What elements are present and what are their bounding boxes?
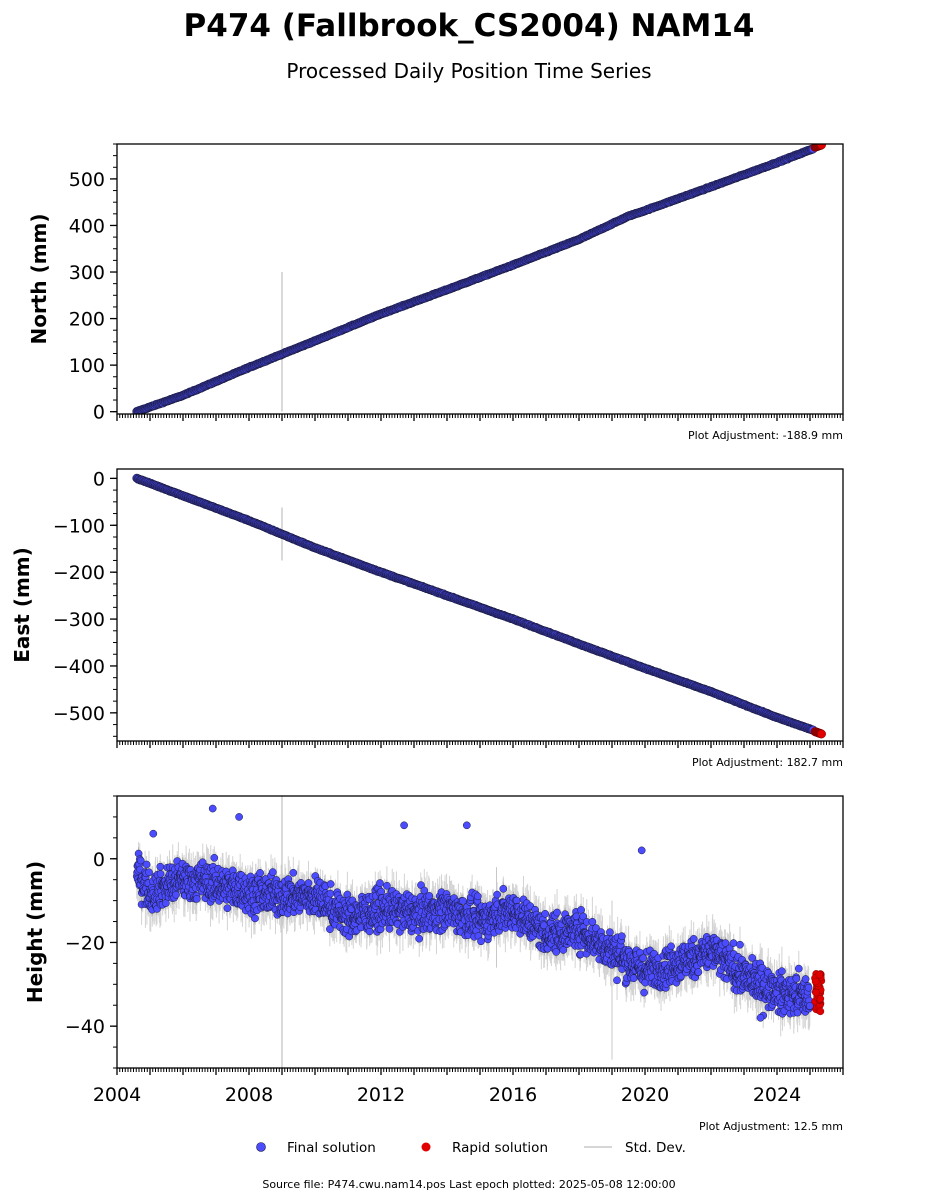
plot-area <box>132 796 826 1068</box>
y-tick-label: 0 <box>93 402 105 424</box>
plot-area <box>132 144 826 414</box>
y-tick-label: 200 <box>69 309 105 331</box>
y-tick-label: −500 <box>53 703 105 725</box>
panel-east: 0 −100 −200 −300 −400 −500 East (mm) Plot Adjus… <box>10 468 844 769</box>
chart-panels: 0 100 200 300 400 500 North (mm) Plot Adjustmen… <box>10 143 844 1133</box>
panel-north: 0 100 200 300 400 500 North (mm) Plot Adjustmen… <box>27 143 844 442</box>
rapid-point <box>817 729 826 739</box>
plot-adjustment: Plot Adjustment: 182.7 mm <box>692 756 843 769</box>
y-tick-label: −100 <box>53 515 105 537</box>
figure-subtitle: Processed Daily Position Time Series <box>286 59 651 83</box>
y-tick-label: 400 <box>69 215 105 237</box>
rapid-solution-points <box>810 144 826 152</box>
y-tick-label: 300 <box>69 262 105 284</box>
y-axis-label: East (mm) <box>10 547 34 663</box>
y-axis-label: North (mm) <box>27 213 51 344</box>
plot-adjustment: Plot Adjustment: -188.9 mm <box>688 429 843 442</box>
final-solution-points <box>132 473 818 735</box>
y-tick-label: −400 <box>53 656 105 678</box>
y-tick-label: 100 <box>69 355 105 377</box>
rapid-solution-points <box>810 727 826 739</box>
y-tick-label: 500 <box>69 169 105 191</box>
figure-title: P474 (Fallbrook_CS2004) NAM14 <box>184 8 755 44</box>
final-solution-points <box>132 144 818 414</box>
plot-area <box>132 473 826 739</box>
rapid-point <box>817 144 826 150</box>
y-tick-label: −300 <box>53 609 105 631</box>
y-tick-label: 0 <box>93 468 105 490</box>
y-tick-label: −200 <box>53 562 105 584</box>
